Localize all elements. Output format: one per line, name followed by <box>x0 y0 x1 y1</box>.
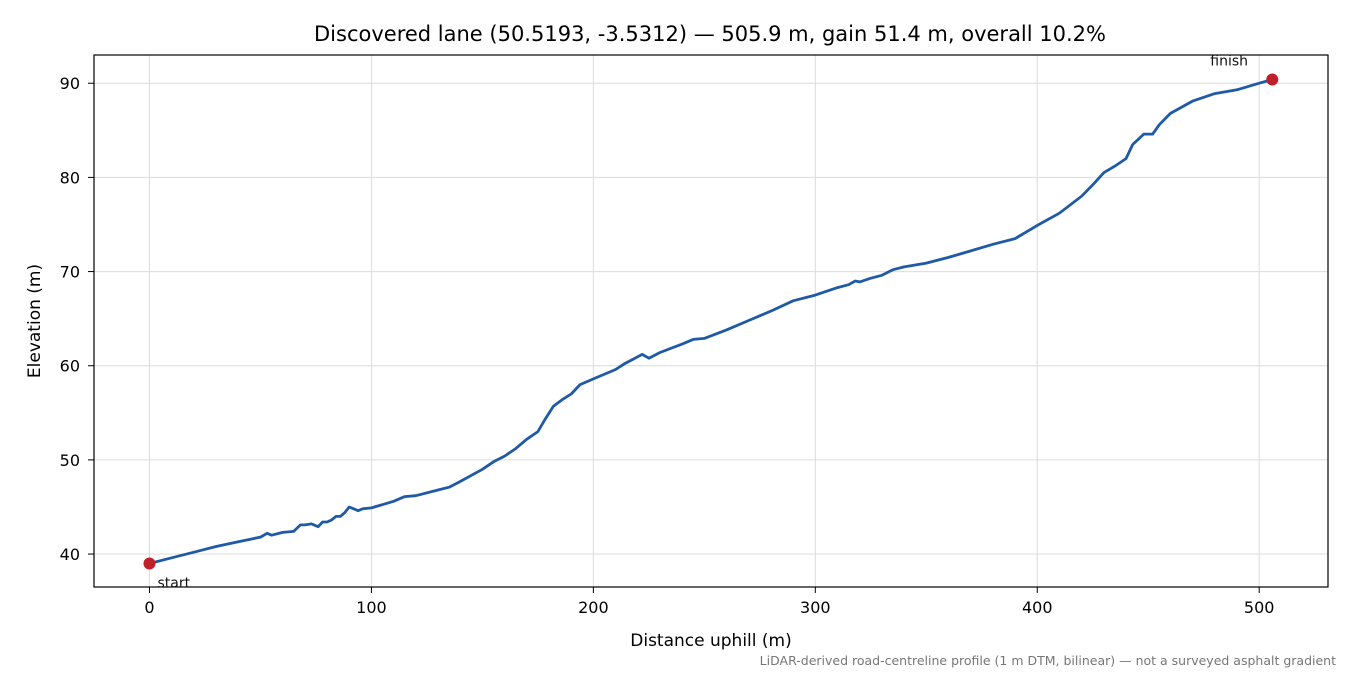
y-tick-label: 50 <box>60 451 80 470</box>
grid <box>94 55 1328 587</box>
finish-point <box>1266 73 1279 86</box>
y-tick-label: 60 <box>60 357 80 376</box>
chart-title: Discovered lane (50.5193, -3.5312) — 505… <box>314 22 1106 46</box>
annotations: start finish <box>143 53 1279 591</box>
start-label: start <box>157 575 190 591</box>
axis-ticks: 0 100 200 300 400 500 40 50 60 70 80 90 <box>60 74 1275 617</box>
footnote: LiDAR-derived road-centreline profile (1… <box>760 653 1336 668</box>
elevation-profile-line <box>149 78 1273 565</box>
y-tick-label: 90 <box>60 74 80 93</box>
plot-frame <box>93 54 1329 588</box>
finish-label: finish <box>1210 53 1248 69</box>
y-axis-label: Elevation (m) <box>25 264 45 378</box>
y-tick-label: 40 <box>60 545 80 564</box>
y-tick-label: 80 <box>60 168 80 187</box>
series <box>149 78 1273 565</box>
x-tick-label: 400 <box>1022 598 1053 617</box>
y-tick-label: 70 <box>60 263 80 282</box>
x-tick-label: 100 <box>356 598 387 617</box>
x-tick-label: 200 <box>578 598 609 617</box>
x-tick-label: 300 <box>800 598 831 617</box>
x-axis-label: Distance uphill (m) <box>630 631 791 651</box>
x-tick-label: 0 <box>144 598 154 617</box>
x-tick-label: 500 <box>1244 598 1275 617</box>
start-point <box>143 557 156 570</box>
